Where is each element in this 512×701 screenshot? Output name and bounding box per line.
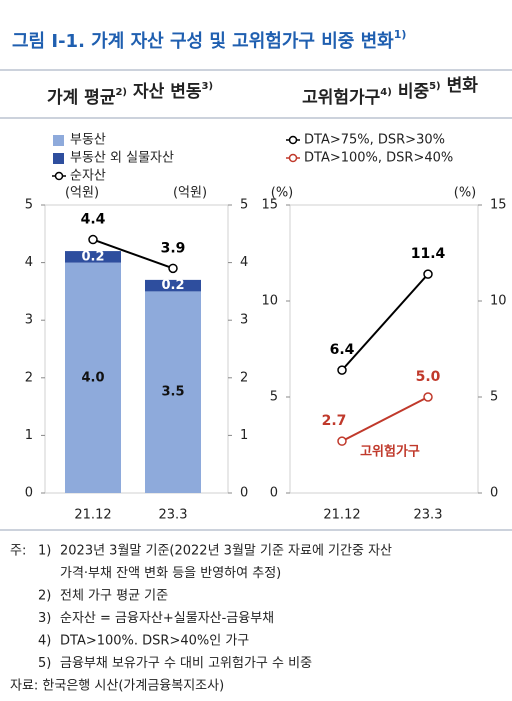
y2-axis-label: (%) xyxy=(454,186,477,201)
chart-title-sup: 3) xyxy=(201,81,213,92)
line-value-label: 3.9 xyxy=(161,240,186,256)
chart-title-sup: 4) xyxy=(380,87,392,98)
y-tick-label: 15 xyxy=(261,198,278,213)
line-value-label: 11.4 xyxy=(411,246,446,262)
y2-tick-label: 2 xyxy=(240,370,248,385)
legend-swatch xyxy=(53,153,64,164)
y-axis-label: (%) xyxy=(271,186,294,201)
note-text: DTA>100%. DSR>40%인 가구 xyxy=(60,634,249,649)
bar-segment xyxy=(145,279,201,292)
y2-tick-label: 3 xyxy=(240,313,248,328)
line-marker xyxy=(423,392,433,402)
legend-swatch xyxy=(53,135,64,146)
line-marker xyxy=(423,269,433,279)
note-number: 4) xyxy=(38,634,51,649)
line-value-label: 4.4 xyxy=(81,212,106,228)
legend-label: DTA>75%, DSR>30% xyxy=(304,133,445,148)
legend-label: DTA>100%, DSR>40% xyxy=(304,151,453,166)
figure-title: 그림 Ⅰ-1. 가계 자산 구성 및 고위험가구 비중 변화1) xyxy=(12,28,406,52)
note-text: 전체 가구 평균 기준 xyxy=(60,589,168,604)
y2-axis-label: (억원) xyxy=(173,186,207,201)
bar-value-label: 4.0 xyxy=(81,370,104,385)
legend-marker xyxy=(288,153,298,163)
legend-label: 순자산 xyxy=(70,169,106,184)
y-tick-label: 5 xyxy=(270,390,278,405)
legend-marker xyxy=(288,135,298,145)
note-text: 금융부채 보유가구 수 대비 고위험가구 수 비중 xyxy=(60,656,312,671)
x-tick-label: 21.12 xyxy=(323,508,360,523)
y2-tick-label: 5 xyxy=(240,198,248,213)
y-axis-label: (억원) xyxy=(65,186,99,201)
line-marker xyxy=(337,436,347,446)
chart-title: 가계 평균2) 자산 변동3) xyxy=(47,81,213,108)
plot-frame xyxy=(44,204,229,494)
bar-segment xyxy=(145,291,201,493)
plot-frame xyxy=(289,204,479,494)
chart-title-text: 변화 xyxy=(447,76,479,96)
y-tick-label: 0 xyxy=(25,486,33,501)
chart-title-sup: 5) xyxy=(429,81,441,92)
series-line xyxy=(341,273,429,371)
chart-title-text: 고위험가구 xyxy=(302,87,381,108)
line-value-label: 2.7 xyxy=(322,413,347,429)
series-line xyxy=(341,396,429,443)
source: 자료: 한국은행 시산(가계금융복지조사) xyxy=(10,678,224,694)
note-number: 3) xyxy=(38,611,51,626)
note-text: 가격‧부채 잔액 변화 등을 반영하여 추정) xyxy=(60,566,281,581)
note-number: 1) xyxy=(38,544,51,559)
y-tick-label: 10 xyxy=(261,294,278,309)
note-number: 2) xyxy=(38,589,51,604)
chart-title-text: 자산 변동 xyxy=(133,82,202,102)
chart-title-text: 가계 평균 xyxy=(47,88,116,108)
bar-value-label: 0.2 xyxy=(161,278,184,293)
y-tick-label: 3 xyxy=(25,313,33,328)
y2-tick-label: 4 xyxy=(240,255,248,270)
bar-value-label: 3.5 xyxy=(161,385,184,400)
annotation: 고위험가구 xyxy=(360,444,420,460)
bar-segment xyxy=(65,262,121,493)
title-text: 그림 Ⅰ-1. 가계 자산 구성 및 고위험가구 비중 변화 xyxy=(12,30,394,52)
note-text: 2023년 3월말 기준(2022년 3월말 기준 자료에 기간중 자산 xyxy=(60,544,392,559)
y2-tick-label: 5 xyxy=(490,390,498,405)
chart-title-sup: 2) xyxy=(115,87,127,98)
line-marker xyxy=(168,263,178,274)
legend-label: 부동산 외 실물자산 xyxy=(70,151,174,166)
chart-title: 고위험가구4) 비중5) 변화 xyxy=(302,76,478,108)
bar-segment xyxy=(65,251,121,263)
y2-tick-label: 10 xyxy=(490,294,507,309)
line-value-label: 6.4 xyxy=(330,342,355,358)
note-number: 5) xyxy=(38,656,51,671)
bar-value-label: 0.2 xyxy=(81,249,104,264)
y2-tick-label: 0 xyxy=(490,486,498,501)
line-value-label: 5.0 xyxy=(416,369,441,385)
legend-marker xyxy=(54,171,64,181)
x-tick-label: 21.12 xyxy=(74,508,111,523)
chart-title-text: 비중 xyxy=(398,82,430,102)
y2-tick-label: 0 xyxy=(240,486,248,501)
y-tick-label: 5 xyxy=(25,198,33,213)
y-tick-label: 4 xyxy=(25,255,33,270)
y-tick-label: 2 xyxy=(25,370,33,385)
y-tick-label: 1 xyxy=(25,428,33,443)
x-tick-label: 23.3 xyxy=(159,508,188,523)
legend-label: 부동산 xyxy=(70,133,106,148)
y2-tick-label: 15 xyxy=(490,198,507,213)
note-text: 순자산 = 금융자산+실물자산-금융부채 xyxy=(60,611,274,626)
notes-label: 주: xyxy=(10,544,26,559)
x-tick-label: 23.3 xyxy=(414,508,443,523)
line-marker xyxy=(337,365,347,375)
y-tick-label: 0 xyxy=(270,486,278,501)
title-sup: 1) xyxy=(394,28,407,41)
series-line xyxy=(92,238,174,270)
line-marker xyxy=(88,234,98,245)
y2-tick-label: 1 xyxy=(240,428,248,443)
